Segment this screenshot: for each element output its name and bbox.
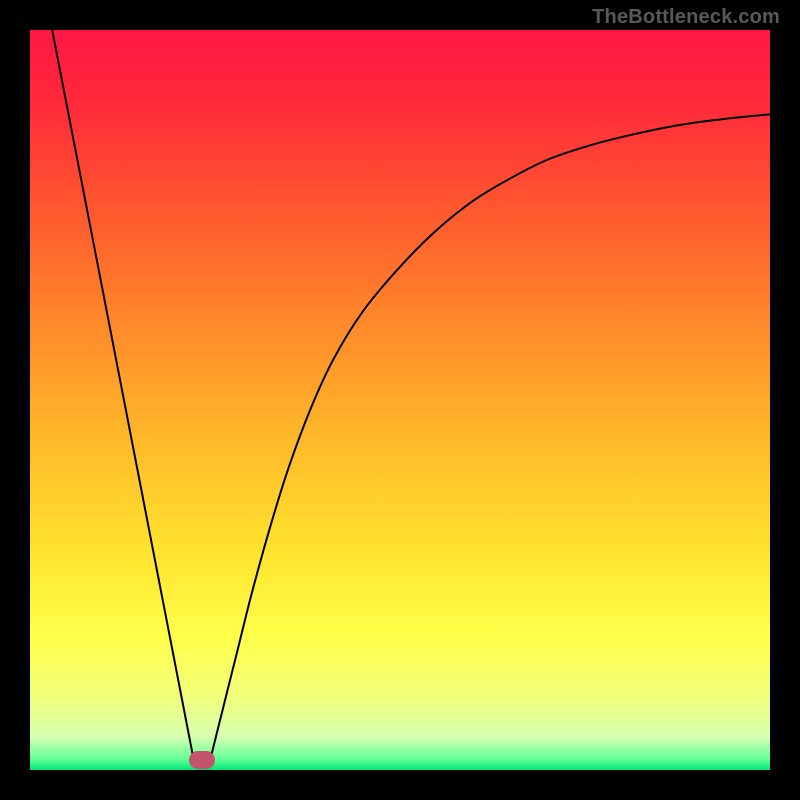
chart-container: TheBottleneck.com (0, 0, 800, 800)
plot-area (30, 30, 770, 770)
bottleneck-marker (189, 751, 215, 769)
watermark-text: TheBottleneck.com (592, 6, 780, 29)
gradient-background (30, 30, 770, 770)
plot-svg (30, 30, 770, 770)
